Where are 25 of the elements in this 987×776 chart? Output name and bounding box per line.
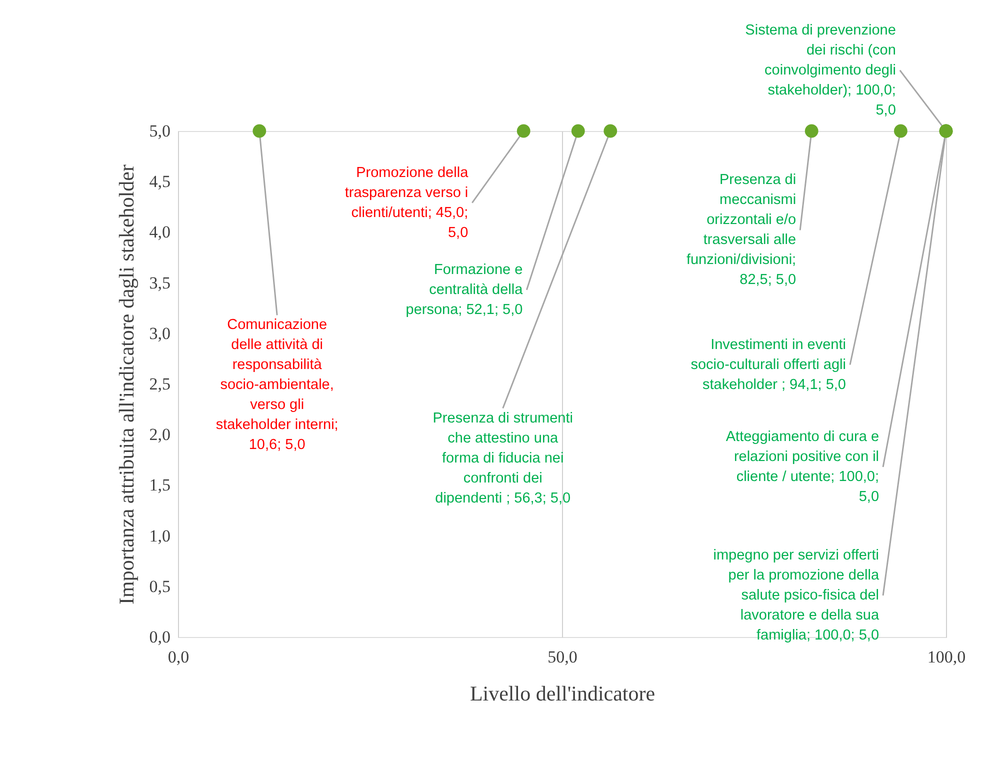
y-tick-label: 3,5 [149,273,170,292]
annotation: Investimenti in eventi socio-culturali offerti agli stakeholder ; 94,1; 5,0 [690,336,846,393]
annotation: Sistema di prevenzione dei rischi (con coinvolgimento degli stakeholder); 100,0; 5,0 [745,22,896,118]
annotation: impegno per servizi offerti per la promozione della salute psico-fisica del lavoratore e della sua famiglia; 100,0; 5,0 [713,548,880,644]
annotation: Formazione e centralità della persona; 52,1; 5,0 [406,262,524,318]
x-axis-title: Livello dell'indicatore [470,682,656,706]
x-tick-label: 50,0 [548,648,578,666]
annotation: Comunicazione delle attività di responsabilità socio-ambientale, verso gli stakeholder interni; 10,6; 5,0 [216,317,338,454]
annotation: Presenza di meccanismi orizzontali e/o trasversali alle funzioni/divisioni; 82,5; 5,0 [686,172,796,288]
x-tick-label: 0,0 [168,648,190,666]
y-tick-label: 1,0 [149,526,170,546]
annotation: Presenza di strumenti che attestino una forma di fiducia nei confronti dei dipendenti ; 56,3; 5,0 [432,410,573,506]
y-tick-label: 3,0 [149,324,170,343]
y-tick-label: 4,0 [149,222,170,242]
y-tick-label: 4,5 [149,172,170,192]
annotation: Promozione della trasparenza verso i clienti/utenti; 45,0; 5,0 [344,164,470,241]
y-tick-label: 1,5 [149,476,170,495]
y-tick-label: 2,5 [149,374,170,394]
y-tick-label: 0,5 [149,576,170,596]
y-tick-label: 0,0 [149,628,170,646]
y-tick-label: 2,0 [149,425,170,444]
y-axis-title: Importanza attribuita all'indicatore dagli stakeholder [114,164,138,604]
y-tick-label: 5,0 [149,122,170,140]
x-tick-label: 100,0 [927,648,966,666]
annotation: Atteggiamento di cura e relazioni positive con il cliente / utente; 100,0; 5,0 [726,428,880,505]
